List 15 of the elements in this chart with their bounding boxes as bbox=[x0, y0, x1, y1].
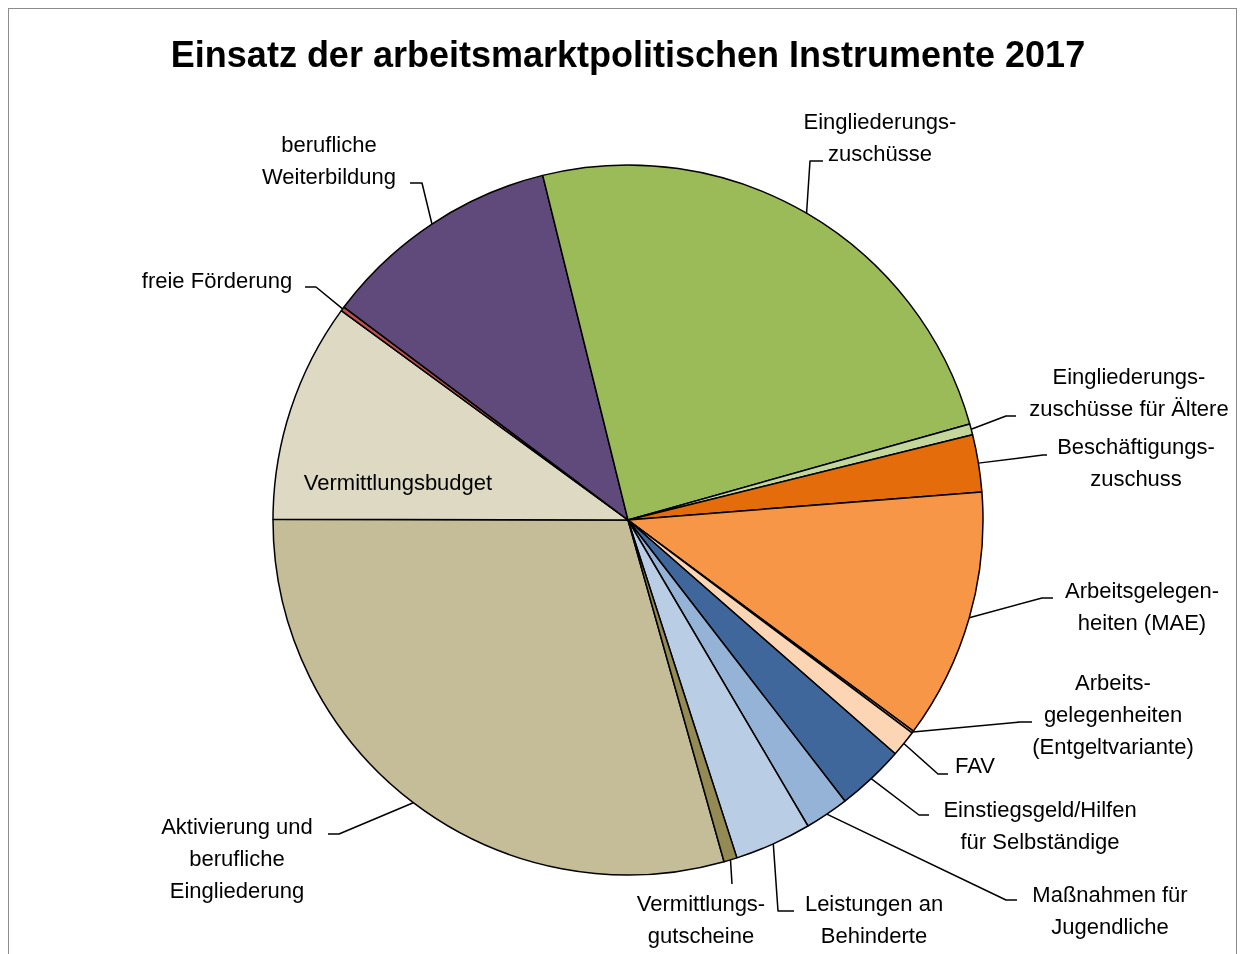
slice-label: Arbeitsgelegen- heiten (MAE) bbox=[1064, 578, 1220, 635]
slice-label: Eingliederungs- zuschüsse für Ältere bbox=[1029, 364, 1229, 421]
slice-label: Beschäftigungs- zuschuss bbox=[1057, 434, 1215, 491]
slice-label: berufliche Weiterbildung bbox=[261, 132, 397, 189]
slice-label: Leistungen an Behinderte bbox=[804, 891, 944, 948]
slice-label: Vermittlungsbudget bbox=[303, 470, 493, 495]
chart-title: Einsatz der arbeitsmarktpolitischen Instrumente 2017 bbox=[170, 34, 1086, 75]
slice-label: Arbeits- gelegenheiten (Entgeltvariante) bbox=[1032, 670, 1194, 759]
slice-label: Aktivierung und berufliche Eingliederung bbox=[161, 814, 313, 903]
slice-label: freie Förderung bbox=[141, 268, 293, 293]
slice-label: Einstiegsgeld/Hilfen für Selbständige bbox=[943, 797, 1137, 854]
slice-label: Vermittlungs- gutscheine bbox=[636, 891, 766, 948]
slice-label: FAV bbox=[955, 753, 996, 778]
slice-label: Maßnahmen für Jugendliche bbox=[1032, 882, 1188, 939]
slice-label: Eingliederungs- zuschüsse bbox=[803, 109, 957, 166]
